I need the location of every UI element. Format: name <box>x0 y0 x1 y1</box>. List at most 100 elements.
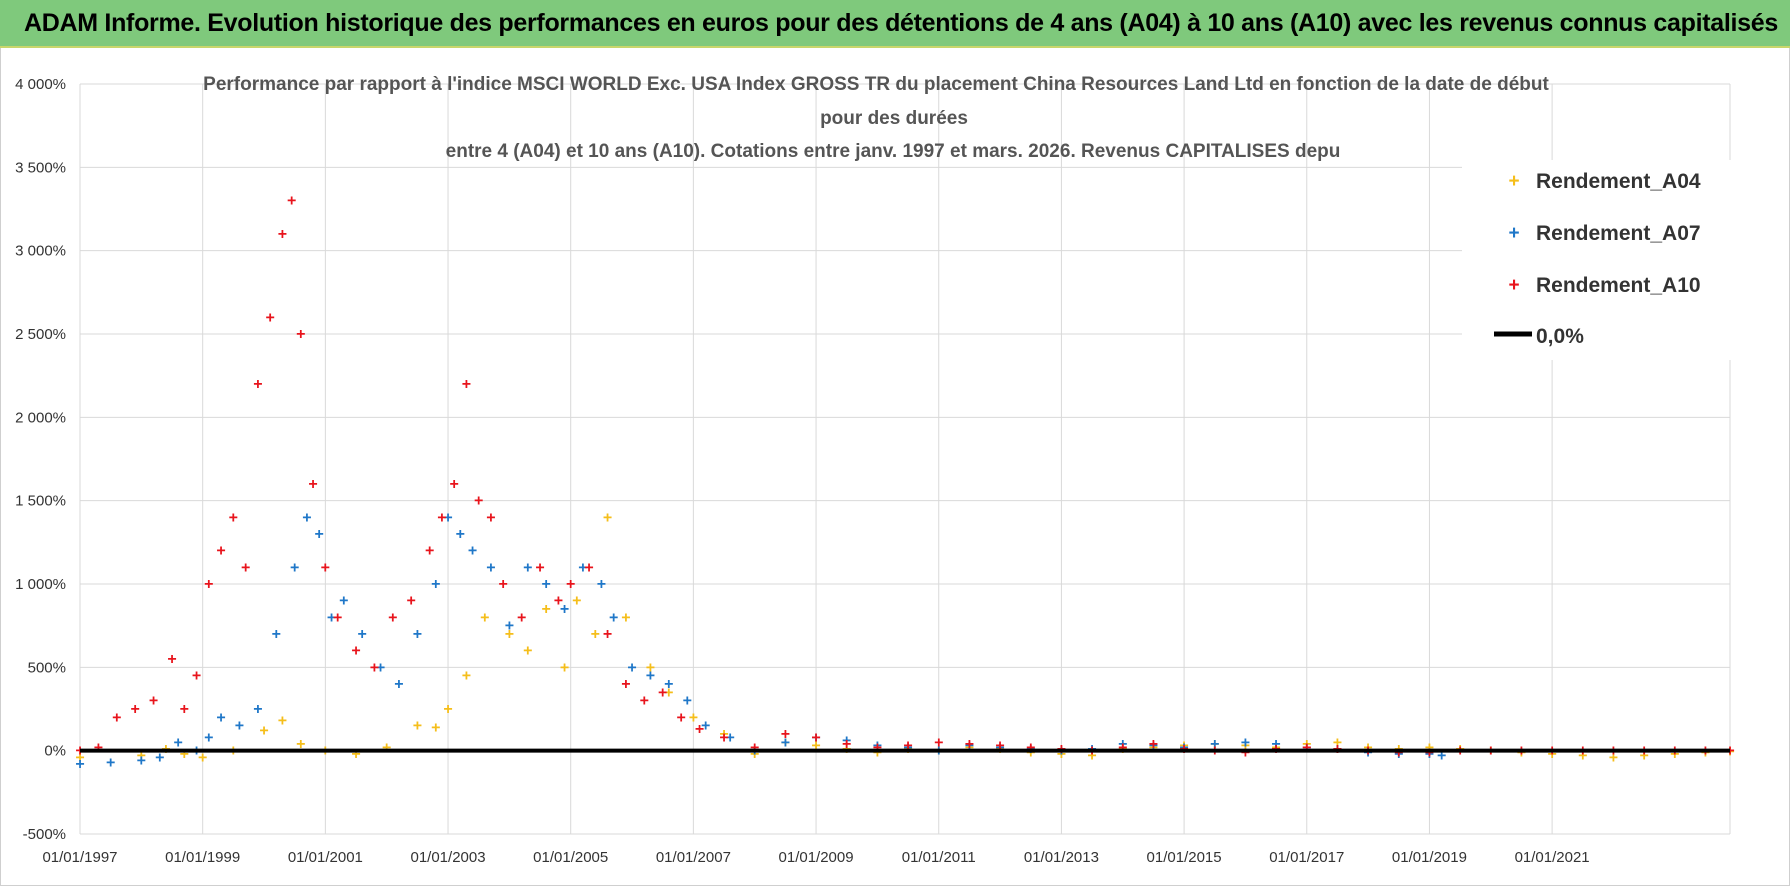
data-point: + <box>180 701 189 718</box>
data-point: + <box>321 559 330 576</box>
data-point: + <box>566 576 575 593</box>
data-point: + <box>235 718 244 735</box>
y-tick-label: 2 500% <box>15 326 66 343</box>
data-point: + <box>106 754 115 771</box>
data-point: + <box>560 601 569 618</box>
data-point: + <box>1026 739 1035 756</box>
data-point: + <box>351 746 360 763</box>
data-point: + <box>1241 744 1250 761</box>
data-point: + <box>1394 746 1403 763</box>
data-point: + <box>173 734 182 751</box>
x-tick-label: 01/01/1999 <box>165 849 240 866</box>
data-point: + <box>995 738 1004 755</box>
data-point: + <box>357 626 366 643</box>
data-point: + <box>1517 744 1526 761</box>
legend-label-a10: Rendement_A10 <box>1536 274 1701 297</box>
data-point: + <box>903 738 912 755</box>
x-tick-label: 01/01/2019 <box>1392 849 1467 866</box>
data-point: + <box>265 309 274 326</box>
data-point: + <box>719 726 728 743</box>
data-point: + <box>842 733 851 750</box>
series-Rendement_A07: + + + ++ ++ +++++++++++++++++++++++++ + ++++ + + +… <box>75 509 1446 773</box>
data-point: + <box>646 668 655 685</box>
data-point: + <box>603 626 612 643</box>
data-point: + <box>646 659 655 676</box>
data-point: + <box>1425 739 1434 756</box>
data-point: + <box>873 744 882 761</box>
data-point: + <box>811 729 820 746</box>
data-point: + <box>965 736 974 753</box>
data-point: + <box>811 738 820 755</box>
data-point: + <box>296 736 305 753</box>
data-point: + <box>382 739 391 756</box>
y-tick-label: 1 000% <box>15 576 66 593</box>
data-point: + <box>155 749 164 766</box>
data-point: + <box>1179 739 1188 756</box>
data-point: + <box>689 709 698 726</box>
data-point: + <box>1118 739 1127 756</box>
data-point: + <box>449 476 458 493</box>
data-point: + <box>1210 736 1219 753</box>
data-point: + <box>290 559 299 576</box>
data-point: + <box>431 719 440 736</box>
data-point: + <box>468 543 477 560</box>
data-point: + <box>486 559 495 576</box>
data-point: + <box>781 734 790 751</box>
chart-title-line-3: entre 4 (A04) et 10 ans (A10). Cotations… <box>446 141 1341 162</box>
data-point: + <box>621 609 630 626</box>
data-point: + <box>505 626 514 643</box>
data-point: + <box>112 709 121 726</box>
data-point: + <box>750 739 759 756</box>
data-point: + <box>578 559 587 576</box>
legend-label-a07: Rendement_A07 <box>1536 222 1701 245</box>
data-point: + <box>407 593 416 610</box>
data-point: + <box>1363 744 1372 761</box>
data-point: + <box>541 576 550 593</box>
data-point: + <box>1547 746 1556 763</box>
data-point: + <box>541 601 550 618</box>
legend-label-zero: 0,0% <box>1536 325 1584 348</box>
data-point: + <box>1271 736 1280 753</box>
data-point: + <box>94 739 103 756</box>
data-point: + <box>253 376 262 393</box>
data-point: + <box>695 721 704 738</box>
data-point: + <box>425 543 434 560</box>
data-point: + <box>351 643 360 660</box>
report-banner: ADAM Informe. Evolution historique des p… <box>0 0 1790 48</box>
data-point: + <box>554 593 563 610</box>
data-point: + <box>584 559 593 576</box>
data-point: + <box>965 739 974 756</box>
report-banner-title: ADAM Informe. Evolution historique des p… <box>24 8 1778 37</box>
data-point: + <box>167 651 176 668</box>
x-tick-label: 01/01/2013 <box>1024 849 1099 866</box>
x-tick-label: 01/01/2015 <box>1147 849 1222 866</box>
data-point: + <box>278 713 287 730</box>
data-point: + <box>216 709 225 726</box>
data-point: + <box>204 729 213 746</box>
data-point: + <box>137 748 146 765</box>
legend-marker-a10: + <box>1508 275 1519 296</box>
data-point: + <box>609 609 618 626</box>
data-point: + <box>1437 748 1446 765</box>
x-tick-label: 01/01/2009 <box>779 849 854 866</box>
series-Rendement_A04: + + + +++++ ++ ++++++++++++++++++ + + + + + + + + + + + +… <box>75 509 1734 766</box>
data-point: + <box>1087 748 1096 765</box>
data-point: + <box>1149 736 1158 753</box>
data-point: + <box>229 509 238 526</box>
data-point: + <box>676 709 685 726</box>
chart-title-line-1: Performance par rapport à l'indice MSCI … <box>203 74 1549 95</box>
x-tick-label: 01/01/2011 <box>902 849 976 866</box>
data-point: + <box>640 693 649 710</box>
data-point: + <box>462 668 471 685</box>
data-point: + <box>750 746 759 763</box>
data-point: + <box>1271 739 1280 756</box>
data-point: + <box>1241 734 1250 751</box>
data-point: + <box>1057 746 1066 763</box>
data-point: + <box>431 576 440 593</box>
data-point: + <box>664 684 673 701</box>
x-tick-label: 01/01/2001 <box>288 849 363 866</box>
y-tick-label: -500% <box>23 826 66 843</box>
data-point: + <box>995 739 1004 756</box>
data-point: + <box>781 734 790 751</box>
data-point: + <box>1210 736 1219 753</box>
